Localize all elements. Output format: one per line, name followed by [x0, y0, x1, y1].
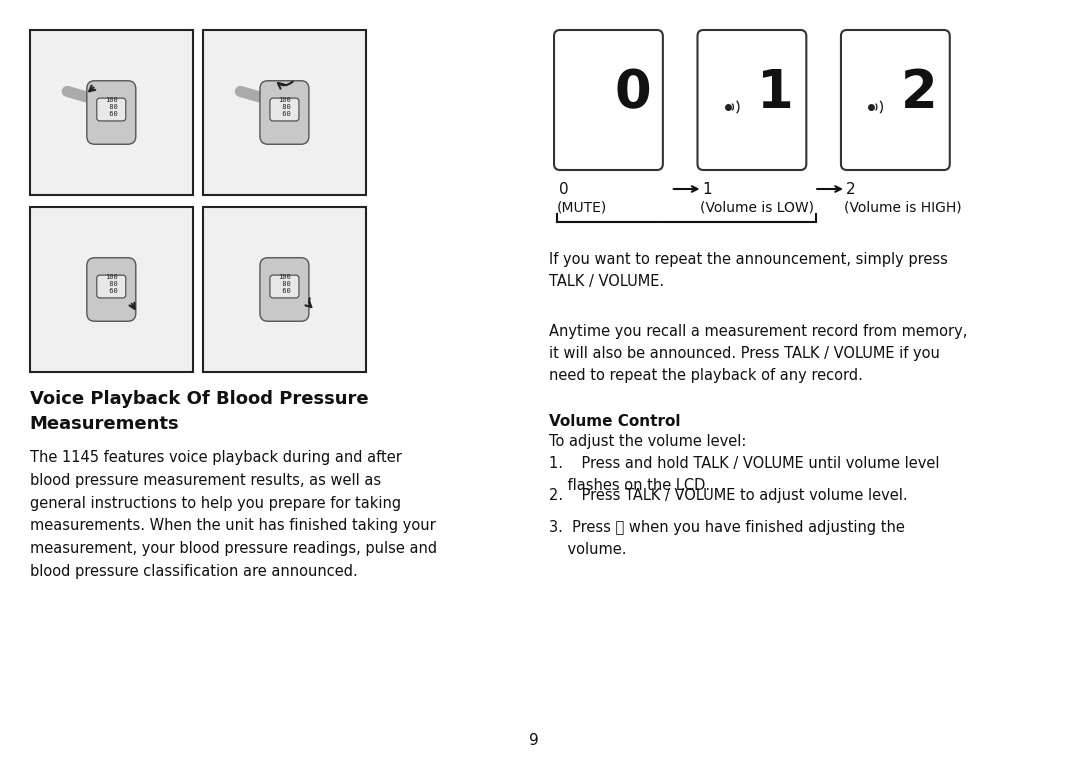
FancyBboxPatch shape [260, 80, 309, 144]
Text: 1: 1 [702, 182, 712, 197]
Text: 9: 9 [529, 733, 539, 748]
FancyBboxPatch shape [260, 257, 309, 321]
Text: 100
 80
 60: 100 80 60 [105, 273, 118, 293]
FancyBboxPatch shape [86, 80, 136, 144]
FancyBboxPatch shape [270, 275, 299, 298]
FancyArrowPatch shape [67, 91, 86, 97]
FancyBboxPatch shape [698, 30, 807, 170]
Text: Volume Control: Volume Control [549, 414, 680, 429]
FancyBboxPatch shape [841, 30, 949, 170]
FancyBboxPatch shape [97, 98, 125, 121]
Bar [203, 207, 366, 372]
Text: 0: 0 [559, 182, 568, 197]
Text: 2: 2 [901, 67, 937, 119]
Text: 100
 80
 60: 100 80 60 [105, 97, 118, 116]
Bar [29, 30, 193, 195]
FancyBboxPatch shape [270, 98, 299, 121]
Text: (Volume is HIGH): (Volume is HIGH) [843, 200, 961, 214]
Text: Voice Playback Of Blood Pressure
Measurements: Voice Playback Of Blood Pressure Measure… [29, 390, 368, 433]
Text: (Volume is LOW): (Volume is LOW) [701, 200, 814, 214]
Bar [203, 30, 366, 195]
FancyBboxPatch shape [86, 257, 136, 321]
Text: Anytime you recall a measurement record from memory,
it will also be announced. : Anytime you recall a measurement record … [549, 324, 968, 384]
Text: 3.  Press ⏻ when you have finished adjusting the
    volume.: 3. Press ⏻ when you have finished adjust… [549, 520, 905, 557]
Text: The 1145 features voice playback during and after
blood pressure measurement res: The 1145 features voice playback during … [29, 450, 436, 579]
Text: 1.    Press and hold TALK / VOLUME until volume level
    flashes on the LCD.: 1. Press and hold TALK / VOLUME until vo… [549, 456, 940, 493]
FancyArrowPatch shape [241, 91, 259, 97]
Text: To adjust the volume level:: To adjust the volume level: [549, 434, 746, 449]
Text: If you want to repeat the announcement, simply press
TALK / VOLUME.: If you want to repeat the announcement, … [549, 252, 948, 290]
Text: 0: 0 [615, 67, 651, 119]
Text: 2.    Press TALK / VOLUME to adjust volume level.: 2. Press TALK / VOLUME to adjust volume … [549, 488, 907, 503]
FancyBboxPatch shape [97, 275, 125, 298]
Text: 100
 80
 60: 100 80 60 [278, 97, 291, 116]
Text: (MUTE): (MUTE) [557, 200, 607, 214]
Text: 2: 2 [846, 182, 855, 197]
Text: 1: 1 [757, 67, 794, 119]
FancyBboxPatch shape [554, 30, 663, 170]
Bar [29, 207, 193, 372]
Text: 100
 80
 60: 100 80 60 [278, 273, 291, 293]
